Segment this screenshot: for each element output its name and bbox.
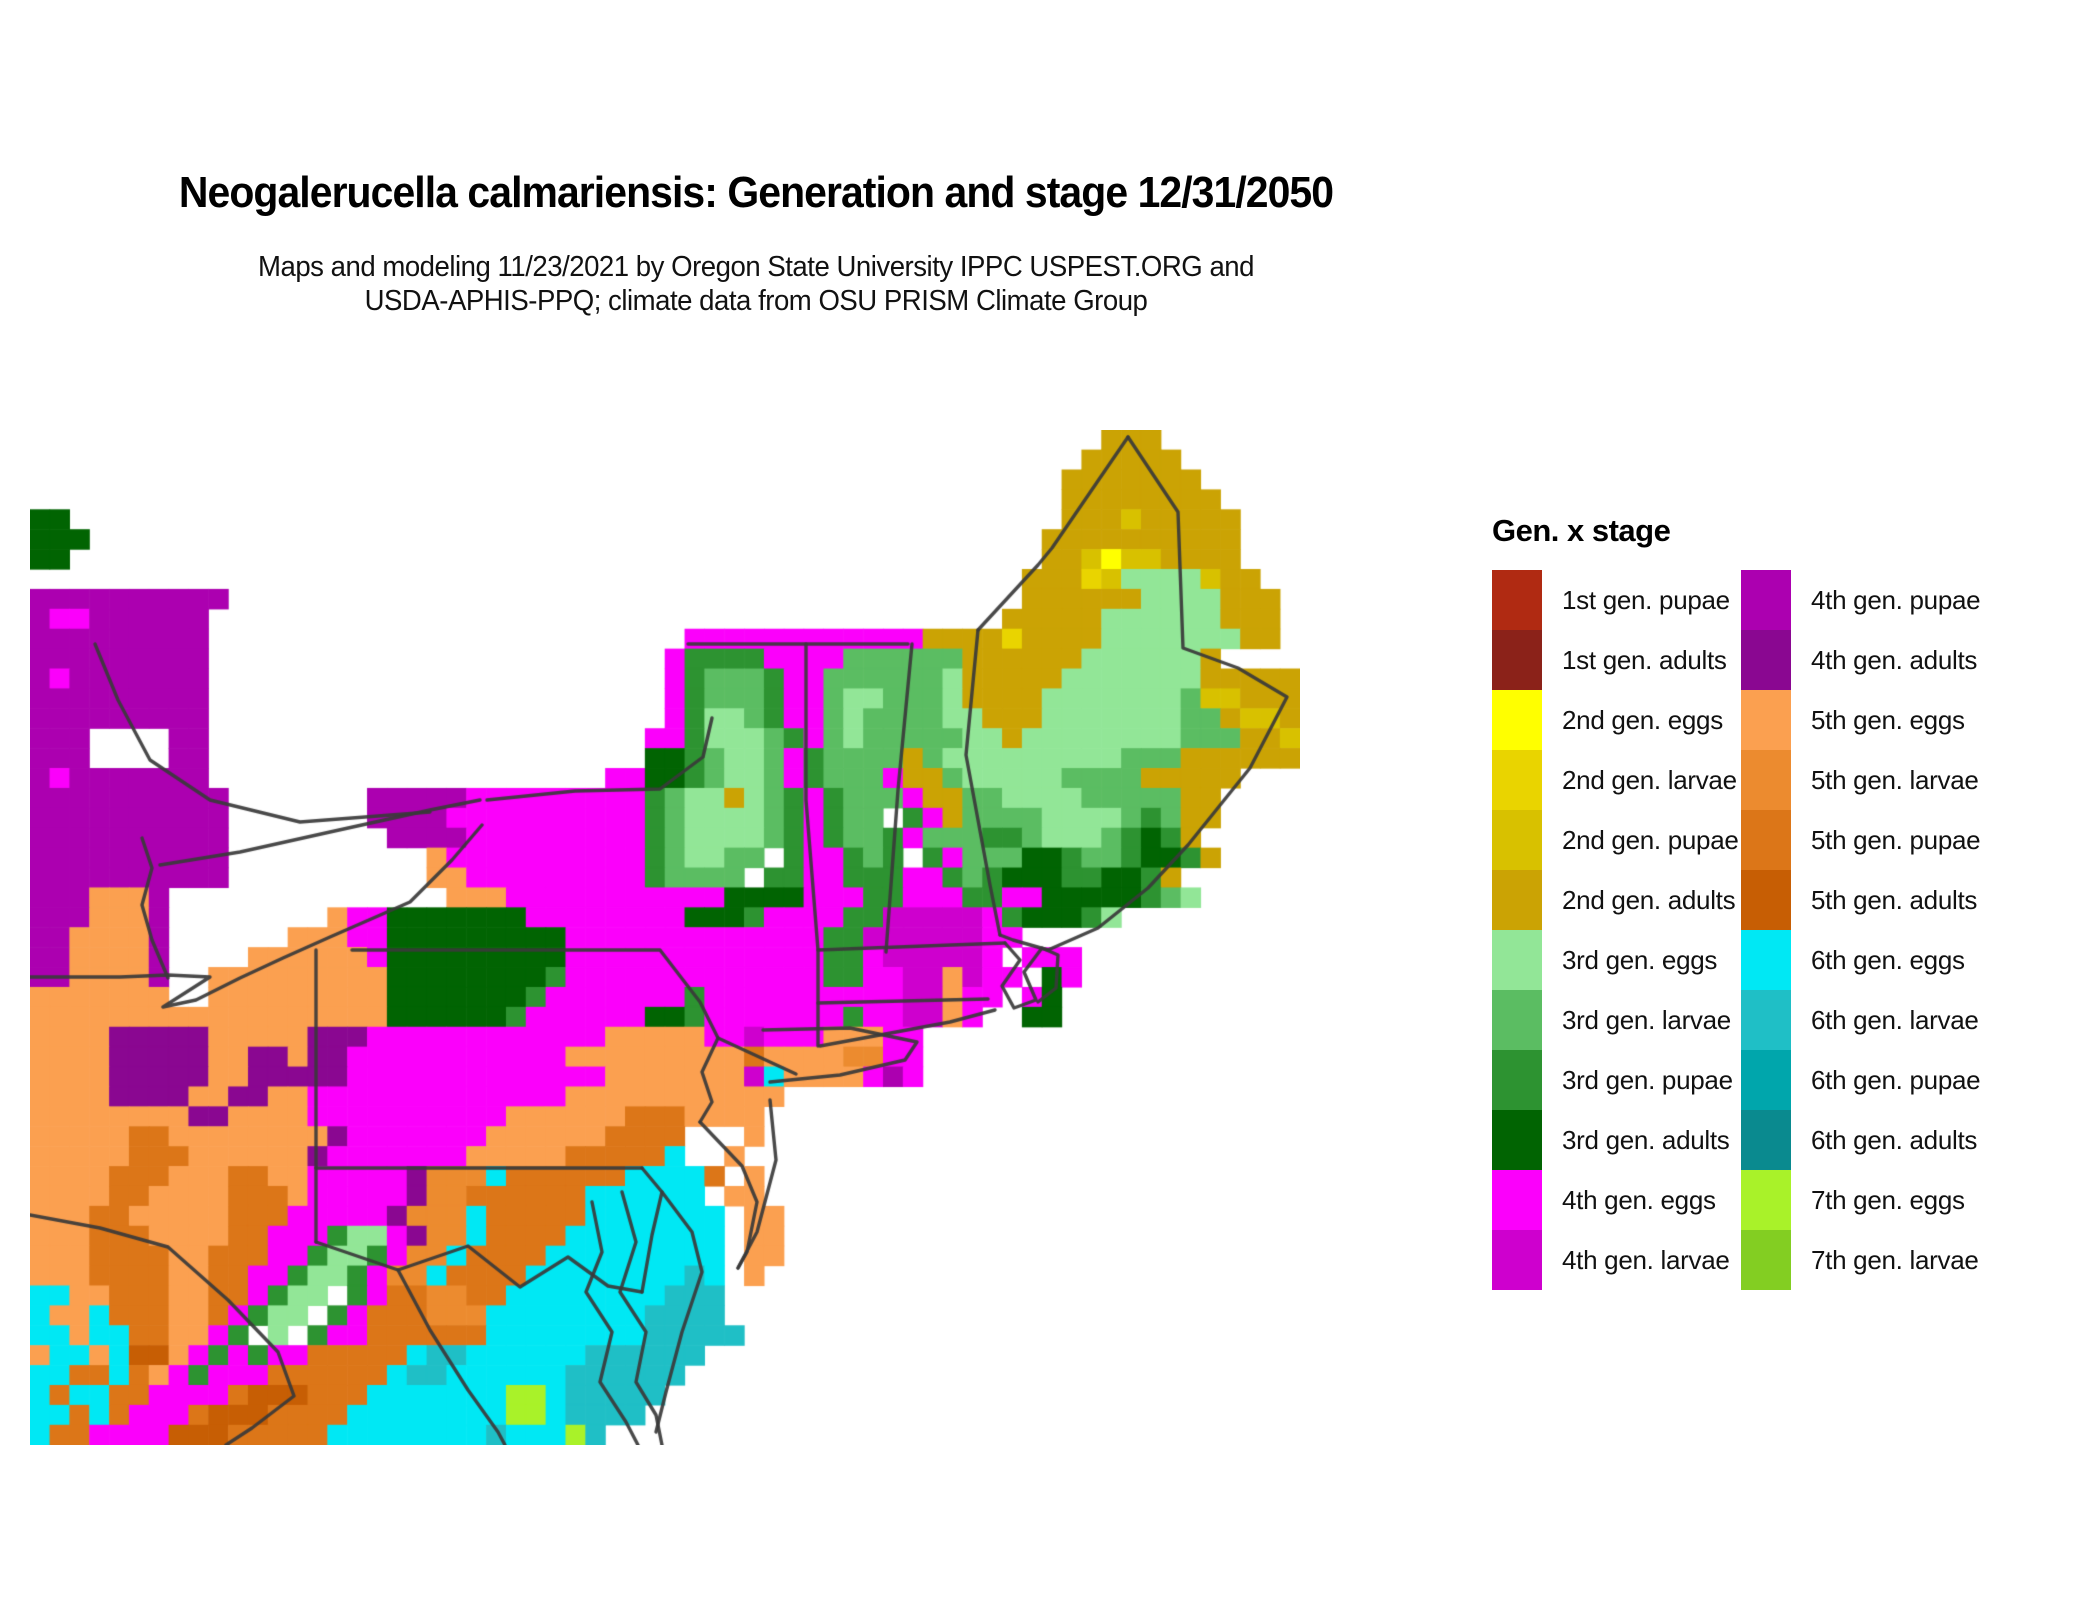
legend-item: 6th gen. eggs xyxy=(1741,930,1980,990)
page-title: Neogalerucella calmariensis: Generation … xyxy=(178,168,1334,217)
legend-color-swatch xyxy=(1741,1230,1791,1290)
legend-color-swatch xyxy=(1741,1050,1791,1110)
legend-color-swatch xyxy=(1492,990,1542,1050)
legend-item: 2nd gen. adults xyxy=(1492,870,1739,930)
phenology-map-canvas xyxy=(30,430,1300,1445)
legend-item-label: 5th gen. eggs xyxy=(1811,704,1965,735)
legend-color-swatch xyxy=(1492,870,1542,930)
legend-item-label: 4th gen. eggs xyxy=(1562,1184,1716,1215)
legend-color-swatch xyxy=(1492,1170,1542,1230)
legend-item: 6th gen. adults xyxy=(1741,1110,1980,1170)
legend-column-left: 1st gen. pupae 1st gen. adults 2nd gen. … xyxy=(1492,570,1739,1290)
legend-item: 1st gen. pupae xyxy=(1492,570,1739,630)
legend-item-label: 6th gen. pupae xyxy=(1811,1064,1981,1095)
legend-color-swatch xyxy=(1492,930,1542,990)
legend-color-swatch xyxy=(1492,690,1542,750)
legend-item: 2nd gen. larvae xyxy=(1492,750,1739,810)
legend-item: 3rd gen. adults xyxy=(1492,1110,1739,1170)
legend-item-label: 3rd gen. larvae xyxy=(1562,1004,1731,1035)
legend-title: Gen. x stage xyxy=(1492,513,1671,548)
legend-item-label: 4th gen. adults xyxy=(1811,644,1978,675)
legend-color-swatch xyxy=(1741,750,1791,810)
legend-color-swatch xyxy=(1492,1110,1542,1170)
legend-color-swatch xyxy=(1492,750,1542,810)
legend-color-swatch xyxy=(1741,810,1791,870)
legend-item: 6th gen. pupae xyxy=(1741,1050,1981,1110)
legend-item-label: 5th gen. pupae xyxy=(1811,824,1981,855)
legend-column-right: 4th gen. pupae 4th gen. adults 5th gen. … xyxy=(1741,570,1981,1290)
legend-item: 3rd gen. larvae xyxy=(1492,990,1739,1050)
legend-item-label: 7th gen. larvae xyxy=(1811,1244,1979,1275)
legend-color-swatch xyxy=(1741,690,1791,750)
legend-item-label: 6th gen. eggs xyxy=(1811,944,1965,975)
legend-color-swatch xyxy=(1492,570,1542,630)
page-subtitle: Maps and modeling 11/23/2021 by Oregon S… xyxy=(38,250,1474,318)
legend-item-label: 1st gen. pupae xyxy=(1562,584,1730,615)
legend-item: 7th gen. eggs xyxy=(1741,1170,1980,1230)
legend-item: 4th gen. larvae xyxy=(1492,1230,1739,1290)
legend-item-label: 4th gen. pupae xyxy=(1811,584,1981,615)
legend-item: 7th gen. larvae xyxy=(1741,1230,1980,1290)
legend-color-swatch xyxy=(1492,1230,1542,1290)
legend-color-swatch xyxy=(1741,1170,1791,1230)
legend-item: 4th gen. pupae xyxy=(1741,570,1981,630)
legend-color-swatch xyxy=(1741,630,1791,690)
legend-item: 2nd gen. pupae xyxy=(1492,810,1739,870)
legend-item-label: 3rd gen. adults xyxy=(1562,1124,1730,1155)
legend-item: 5th gen. adults xyxy=(1741,870,1980,930)
legend-color-swatch xyxy=(1741,870,1791,930)
legend-item-label: 3rd gen. pupae xyxy=(1562,1064,1733,1095)
legend-color-swatch xyxy=(1492,1050,1542,1110)
legend-color-swatch xyxy=(1741,1110,1791,1170)
legend-item: 6th gen. larvae xyxy=(1741,990,1980,1050)
legend-item: 3rd gen. eggs xyxy=(1492,930,1739,990)
subtitle-line-2: USDA-APHIS-PPQ; climate data from OSU PR… xyxy=(364,285,1148,317)
legend-item-label: 1st gen. adults xyxy=(1562,644,1727,675)
legend-item: 5th gen. larvae xyxy=(1741,750,1980,810)
legend-item: 4th gen. adults xyxy=(1741,630,1980,690)
legend-item-label: 6th gen. adults xyxy=(1811,1124,1978,1155)
legend-item-label: 2nd gen. adults xyxy=(1562,884,1736,915)
legend-item: 1st gen. adults xyxy=(1492,630,1739,690)
legend-item-label: 7th gen. eggs xyxy=(1811,1184,1965,1215)
legend-color-swatch xyxy=(1741,570,1791,630)
legend-item-label: 3rd gen. eggs xyxy=(1562,944,1718,975)
legend-item-label: 2nd gen. pupae xyxy=(1562,824,1739,855)
legend-item: 5th gen. eggs xyxy=(1741,690,1980,750)
legend-item-label: 6th gen. larvae xyxy=(1811,1004,1979,1035)
legend-item: 2nd gen. eggs xyxy=(1492,690,1739,750)
legend-item: 5th gen. pupae xyxy=(1741,810,1981,870)
legend-item-label: 4th gen. larvae xyxy=(1562,1244,1730,1275)
subtitle-line-1: Maps and modeling 11/23/2021 by Oregon S… xyxy=(257,251,1254,283)
legend-item-label: 5th gen. adults xyxy=(1811,884,1978,915)
legend-color-swatch xyxy=(1492,630,1542,690)
legend-item-label: 2nd gen. larvae xyxy=(1562,764,1737,795)
legend-item: 4th gen. eggs xyxy=(1492,1170,1739,1230)
legend-color-swatch xyxy=(1741,990,1791,1050)
legend-color-swatch xyxy=(1492,810,1542,870)
legend-item: 3rd gen. pupae xyxy=(1492,1050,1739,1110)
legend-item-label: 5th gen. larvae xyxy=(1811,764,1979,795)
legend-color-swatch xyxy=(1741,930,1791,990)
legend-item-label: 2nd gen. eggs xyxy=(1562,704,1723,735)
